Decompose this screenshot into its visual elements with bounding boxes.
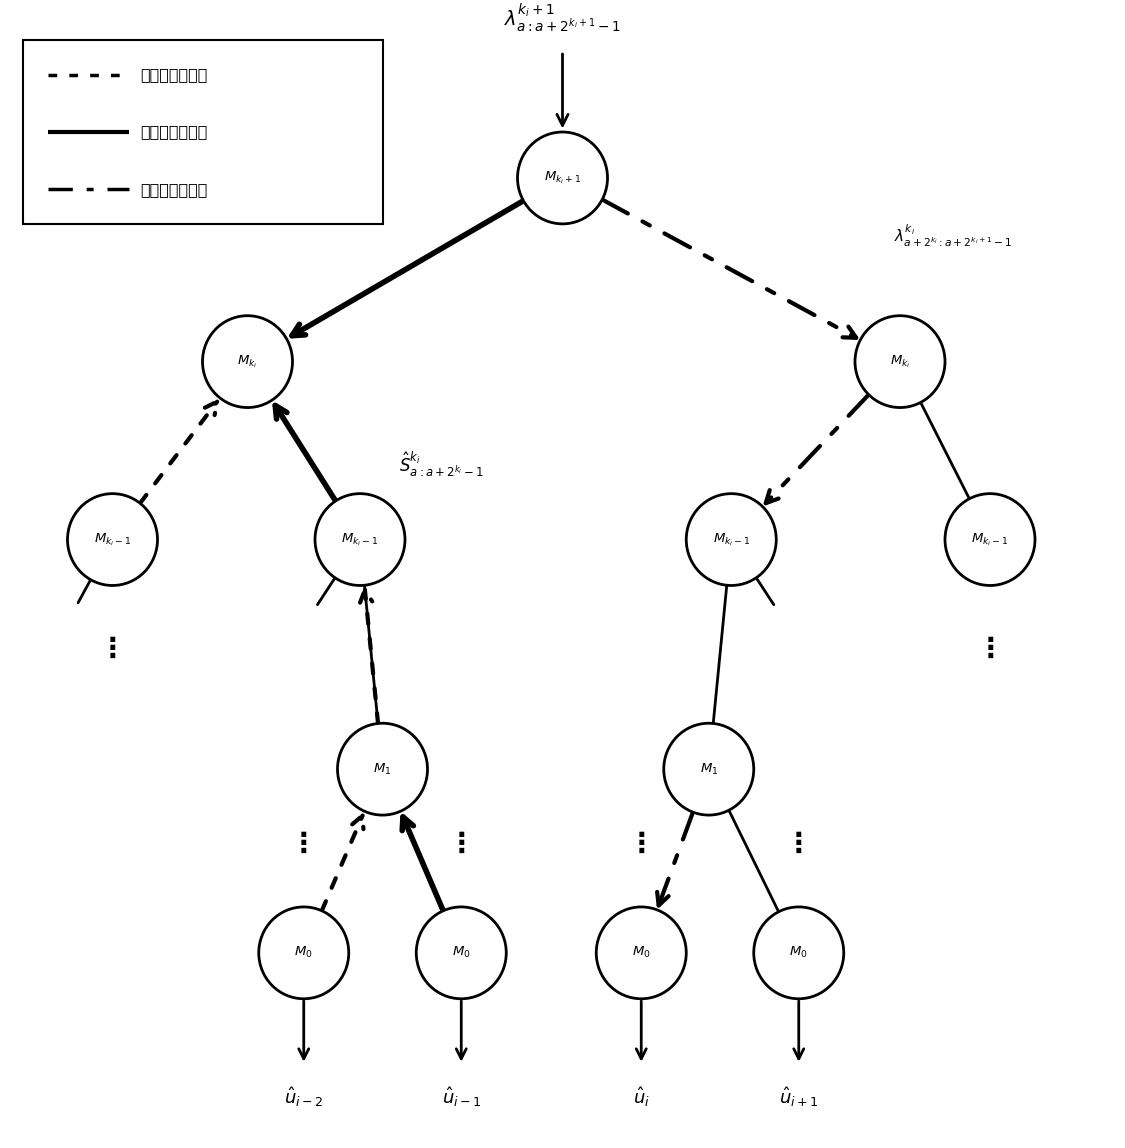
Text: $\lambda^{k_i+1}_{a:a+2^{k_i+1}-1}$: $\lambda^{k_i+1}_{a:a+2^{k_i+1}-1}$ xyxy=(504,1,621,34)
Circle shape xyxy=(945,494,1035,585)
Text: $M_1$: $M_1$ xyxy=(374,761,391,777)
Circle shape xyxy=(855,316,945,408)
Text: 已计算的部分和: 已计算的部分和 xyxy=(141,67,208,83)
Text: $M_0$: $M_0$ xyxy=(295,945,313,961)
Text: $M_1$: $M_1$ xyxy=(700,761,718,777)
Text: ⋮: ⋮ xyxy=(290,830,317,858)
Text: $\lambda^{k_i}_{a+2^{k_i}:a+2^{k_i+1}-1}$: $\lambda^{k_i}_{a+2^{k_i}:a+2^{k_i+1}-1}… xyxy=(894,222,1012,249)
Circle shape xyxy=(664,723,754,815)
Text: 待计算的似然比: 待计算的似然比 xyxy=(141,181,208,197)
Text: $M_{k_i+1}$: $M_{k_i+1}$ xyxy=(543,170,582,186)
FancyBboxPatch shape xyxy=(22,40,382,224)
Circle shape xyxy=(68,494,158,585)
Text: $M_{k_i-1}$: $M_{k_i-1}$ xyxy=(341,532,379,548)
Text: $M_0$: $M_0$ xyxy=(632,945,650,961)
Text: $M_0$: $M_0$ xyxy=(790,945,808,961)
Text: $\hat{S}^{k_i}_{a:a+2^{k_i}-1}$: $\hat{S}^{k_i}_{a:a+2^{k_i}-1}$ xyxy=(399,450,484,480)
Circle shape xyxy=(686,494,776,585)
Circle shape xyxy=(315,494,405,585)
Text: $M_0$: $M_0$ xyxy=(452,945,470,961)
Text: ⋮: ⋮ xyxy=(785,830,812,858)
Text: ⋮: ⋮ xyxy=(976,635,1004,662)
Text: $\hat{u}_{i-2}$: $\hat{u}_{i-2}$ xyxy=(285,1085,323,1109)
Text: ⋮: ⋮ xyxy=(628,830,655,858)
Text: $\hat{u}_{i+1}$: $\hat{u}_{i+1}$ xyxy=(778,1085,819,1109)
Circle shape xyxy=(259,907,349,999)
Text: ⋮: ⋮ xyxy=(448,830,475,858)
Text: $\hat{u}_{i-1}$: $\hat{u}_{i-1}$ xyxy=(441,1085,482,1109)
Circle shape xyxy=(754,907,844,999)
Text: $M_{k_i-1}$: $M_{k_i-1}$ xyxy=(971,532,1009,548)
Text: $\hat{u}_{i}$: $\hat{u}_{i}$ xyxy=(632,1085,650,1109)
Text: 待计算的部分和: 待计算的部分和 xyxy=(141,124,208,140)
Circle shape xyxy=(596,907,686,999)
Circle shape xyxy=(202,316,292,408)
Text: $M_{k_i-1}$: $M_{k_i-1}$ xyxy=(712,532,750,548)
Circle shape xyxy=(416,907,506,999)
Text: $M_{k_i-1}$: $M_{k_i-1}$ xyxy=(93,532,132,548)
Text: ⋮: ⋮ xyxy=(99,635,126,662)
Text: $M_{k_i}$: $M_{k_i}$ xyxy=(890,354,910,370)
Circle shape xyxy=(518,132,608,224)
Circle shape xyxy=(338,723,428,815)
Text: $M_{k_i}$: $M_{k_i}$ xyxy=(237,354,258,370)
